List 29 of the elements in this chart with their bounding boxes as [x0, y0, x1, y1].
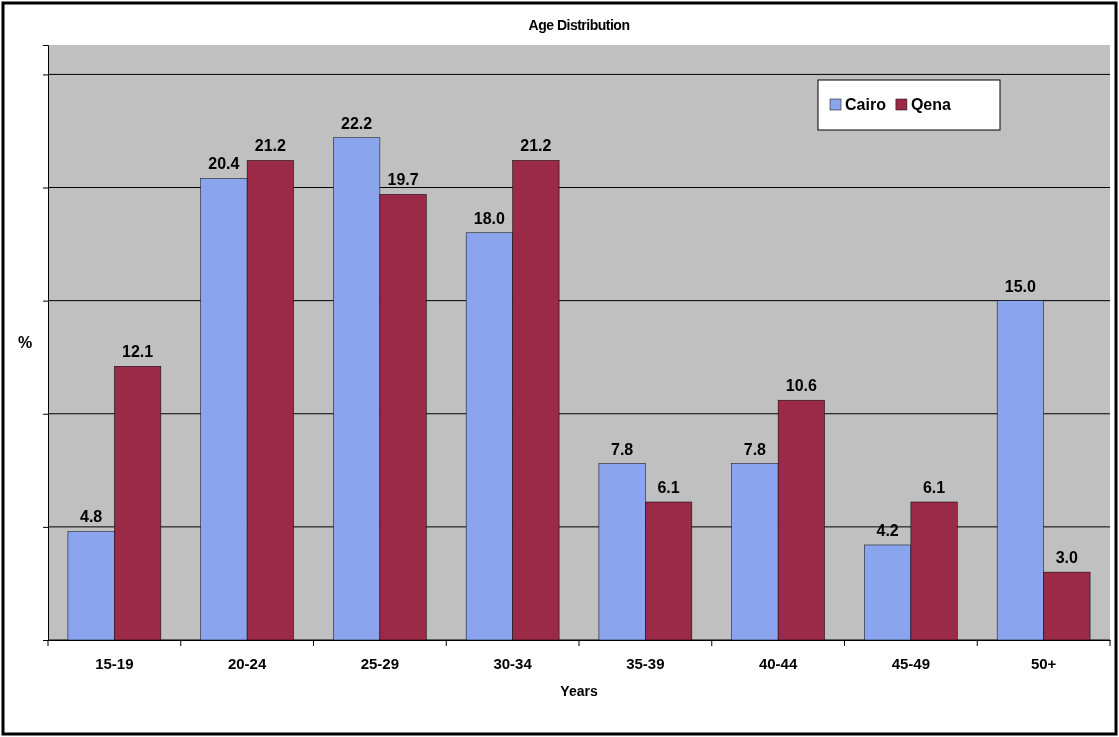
- data-label: 10.6: [785, 377, 818, 395]
- data-label: 19.7: [387, 171, 419, 189]
- x-tick-label: 45-49: [891, 654, 931, 672]
- data-label: 6.1: [922, 479, 946, 496]
- x-tick-label: 25-29: [360, 654, 400, 672]
- chart-title: Age Distribution: [528, 17, 630, 33]
- data-label: 3.0: [1055, 549, 1079, 567]
- x-tick-label: 20-24: [227, 654, 267, 672]
- data-label: 7.8: [743, 440, 767, 458]
- legend-label: Cairo: [845, 96, 887, 113]
- x-axis-title: Years: [560, 683, 598, 699]
- y-axis-title: %: [17, 333, 33, 351]
- x-tick-label: 35-39: [626, 654, 665, 672]
- data-label: 18.0: [473, 209, 506, 227]
- x-tick-label: 50+: [1030, 654, 1057, 672]
- data-label: 4.8: [80, 508, 103, 526]
- data-label: 12.1: [122, 343, 154, 361]
- x-tick-label: 40-44: [758, 654, 798, 672]
- x-tick-label: 15-19: [95, 654, 134, 672]
- data-label: 6.1: [657, 479, 680, 496]
- data-label: 21.2: [254, 137, 287, 155]
- data-label: 15.0: [1004, 277, 1037, 295]
- data-label: 4.2: [876, 521, 899, 539]
- x-tick-label: 30-34: [493, 654, 533, 672]
- data-label: 21.2: [520, 137, 552, 155]
- data-label: 22.2: [341, 114, 373, 132]
- data-label: 20.4: [208, 155, 240, 173]
- legend-label: Qena: [910, 96, 952, 113]
- data-label: 7.8: [611, 440, 634, 458]
